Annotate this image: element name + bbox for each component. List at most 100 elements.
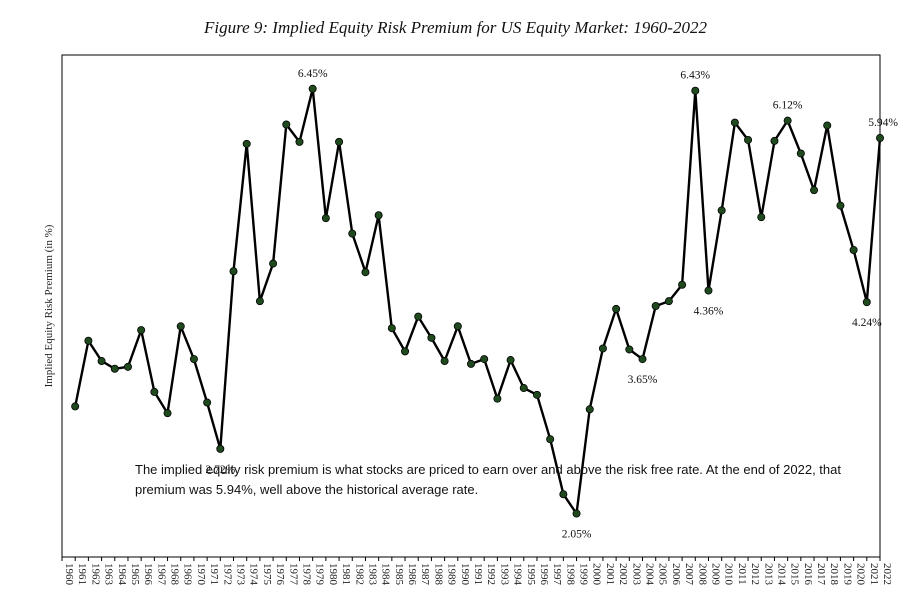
data-point bbox=[744, 135, 753, 144]
x-tick-label: 2021 bbox=[868, 563, 880, 585]
data-point bbox=[308, 84, 317, 93]
x-tick-label: 2008 bbox=[696, 563, 708, 586]
data-point bbox=[374, 211, 383, 220]
data-point bbox=[546, 435, 555, 444]
x-tick-label: 1984 bbox=[380, 563, 392, 586]
data-point bbox=[638, 355, 647, 364]
x-tick-label: 1971 bbox=[208, 563, 220, 585]
x-tick-label: 2014 bbox=[775, 563, 787, 586]
x-tick-label: 1993 bbox=[498, 563, 510, 586]
data-point bbox=[321, 214, 330, 223]
data-point bbox=[757, 213, 766, 222]
data-point bbox=[295, 137, 304, 146]
data-point bbox=[678, 280, 687, 289]
data-point bbox=[598, 344, 607, 353]
data-point bbox=[466, 359, 475, 368]
data-point bbox=[783, 116, 792, 125]
x-tick-label: 2012 bbox=[749, 563, 761, 585]
x-tick-label: 1967 bbox=[155, 563, 167, 586]
data-label-2021: 4.24% bbox=[852, 317, 882, 329]
x-tick-label: 2001 bbox=[604, 563, 616, 585]
data-point bbox=[348, 229, 357, 238]
x-tick-label: 1974 bbox=[248, 563, 260, 586]
data-point bbox=[730, 118, 739, 127]
x-tick-label: 2003 bbox=[630, 563, 642, 586]
data-point bbox=[335, 137, 344, 146]
data-point bbox=[612, 304, 621, 313]
x-tick-label: 1985 bbox=[393, 563, 405, 586]
data-point bbox=[823, 121, 832, 130]
data-point bbox=[625, 345, 634, 354]
data-point bbox=[71, 402, 80, 411]
data-point bbox=[242, 139, 251, 148]
x-tick-label: 1976 bbox=[274, 563, 286, 586]
x-tick-label: 1982 bbox=[353, 563, 365, 585]
data-points bbox=[71, 84, 885, 518]
x-tick-label: 1989 bbox=[446, 563, 458, 586]
x-tick-label: 1987 bbox=[419, 563, 431, 586]
data-point bbox=[387, 324, 396, 333]
data-point bbox=[361, 268, 370, 277]
x-tick-label: 1964 bbox=[116, 563, 128, 586]
x-tick-label: 1986 bbox=[406, 563, 418, 586]
x-tick-label: 2019 bbox=[841, 563, 853, 586]
x-tick-label: 1988 bbox=[432, 563, 444, 586]
x-tick-label: 1973 bbox=[235, 563, 247, 586]
x-tick-label: 1966 bbox=[142, 563, 154, 586]
data-point bbox=[414, 312, 423, 321]
x-tick-label: 1972 bbox=[221, 563, 233, 585]
data-point bbox=[401, 347, 410, 356]
data-label-2004: 3.65% bbox=[628, 374, 658, 386]
x-tick-label: 2015 bbox=[789, 563, 801, 586]
x-tick-label: 2022 bbox=[881, 563, 893, 585]
x-tick-label: 1998 bbox=[564, 563, 576, 586]
data-label-1972: 2.72% bbox=[205, 464, 235, 476]
x-tick-label: 1962 bbox=[89, 563, 101, 585]
data-point bbox=[84, 336, 93, 345]
data-point bbox=[110, 364, 119, 373]
series-line-erp bbox=[74, 87, 882, 515]
data-point bbox=[519, 384, 528, 393]
data-point bbox=[176, 322, 185, 331]
x-tick-label: 2020 bbox=[855, 563, 867, 586]
x-tick-label: 2018 bbox=[828, 563, 840, 586]
data-point bbox=[532, 390, 541, 399]
x-tick-label: 1975 bbox=[261, 563, 273, 586]
data-point bbox=[704, 286, 713, 295]
x-tick-label: 1978 bbox=[300, 563, 312, 586]
x-tick-label: 1963 bbox=[103, 563, 115, 586]
x-tick-label: 1991 bbox=[472, 563, 484, 585]
data-point bbox=[440, 357, 449, 366]
data-point bbox=[651, 301, 660, 310]
data-point bbox=[836, 201, 845, 210]
data-point bbox=[849, 246, 858, 255]
x-tick-label: 1960 bbox=[63, 563, 75, 586]
data-point bbox=[123, 362, 132, 371]
data-point bbox=[137, 326, 146, 335]
x-tick-label: 1970 bbox=[195, 563, 207, 586]
data-label-2022: 5.94% bbox=[868, 117, 898, 129]
data-point bbox=[585, 405, 594, 414]
x-tick-label: 1992 bbox=[485, 563, 497, 585]
x-tick-label: 2017 bbox=[815, 563, 827, 586]
x-tick-label: 1979 bbox=[314, 563, 326, 586]
data-point bbox=[282, 120, 291, 129]
x-tick-label: 1977 bbox=[287, 563, 299, 586]
data-label-1979: 6.45% bbox=[298, 68, 328, 80]
data-point bbox=[427, 333, 436, 342]
x-tick-label: 1981 bbox=[340, 563, 352, 585]
data-point bbox=[717, 206, 726, 215]
data-point bbox=[770, 136, 779, 145]
x-tick-label: 1980 bbox=[327, 563, 339, 586]
x-tick-label: 2010 bbox=[723, 563, 735, 586]
data-point bbox=[810, 186, 819, 195]
x-tick-label: 1997 bbox=[551, 563, 563, 586]
x-tick-label: 2013 bbox=[762, 563, 774, 586]
data-point bbox=[664, 297, 673, 306]
chart-title: Figure 9: Implied Equity Risk Premium fo… bbox=[204, 18, 707, 37]
x-tick-label: 1961 bbox=[76, 563, 88, 585]
x-tick-label: 1996 bbox=[538, 563, 550, 586]
data-point bbox=[506, 356, 515, 365]
data-point bbox=[572, 509, 581, 518]
